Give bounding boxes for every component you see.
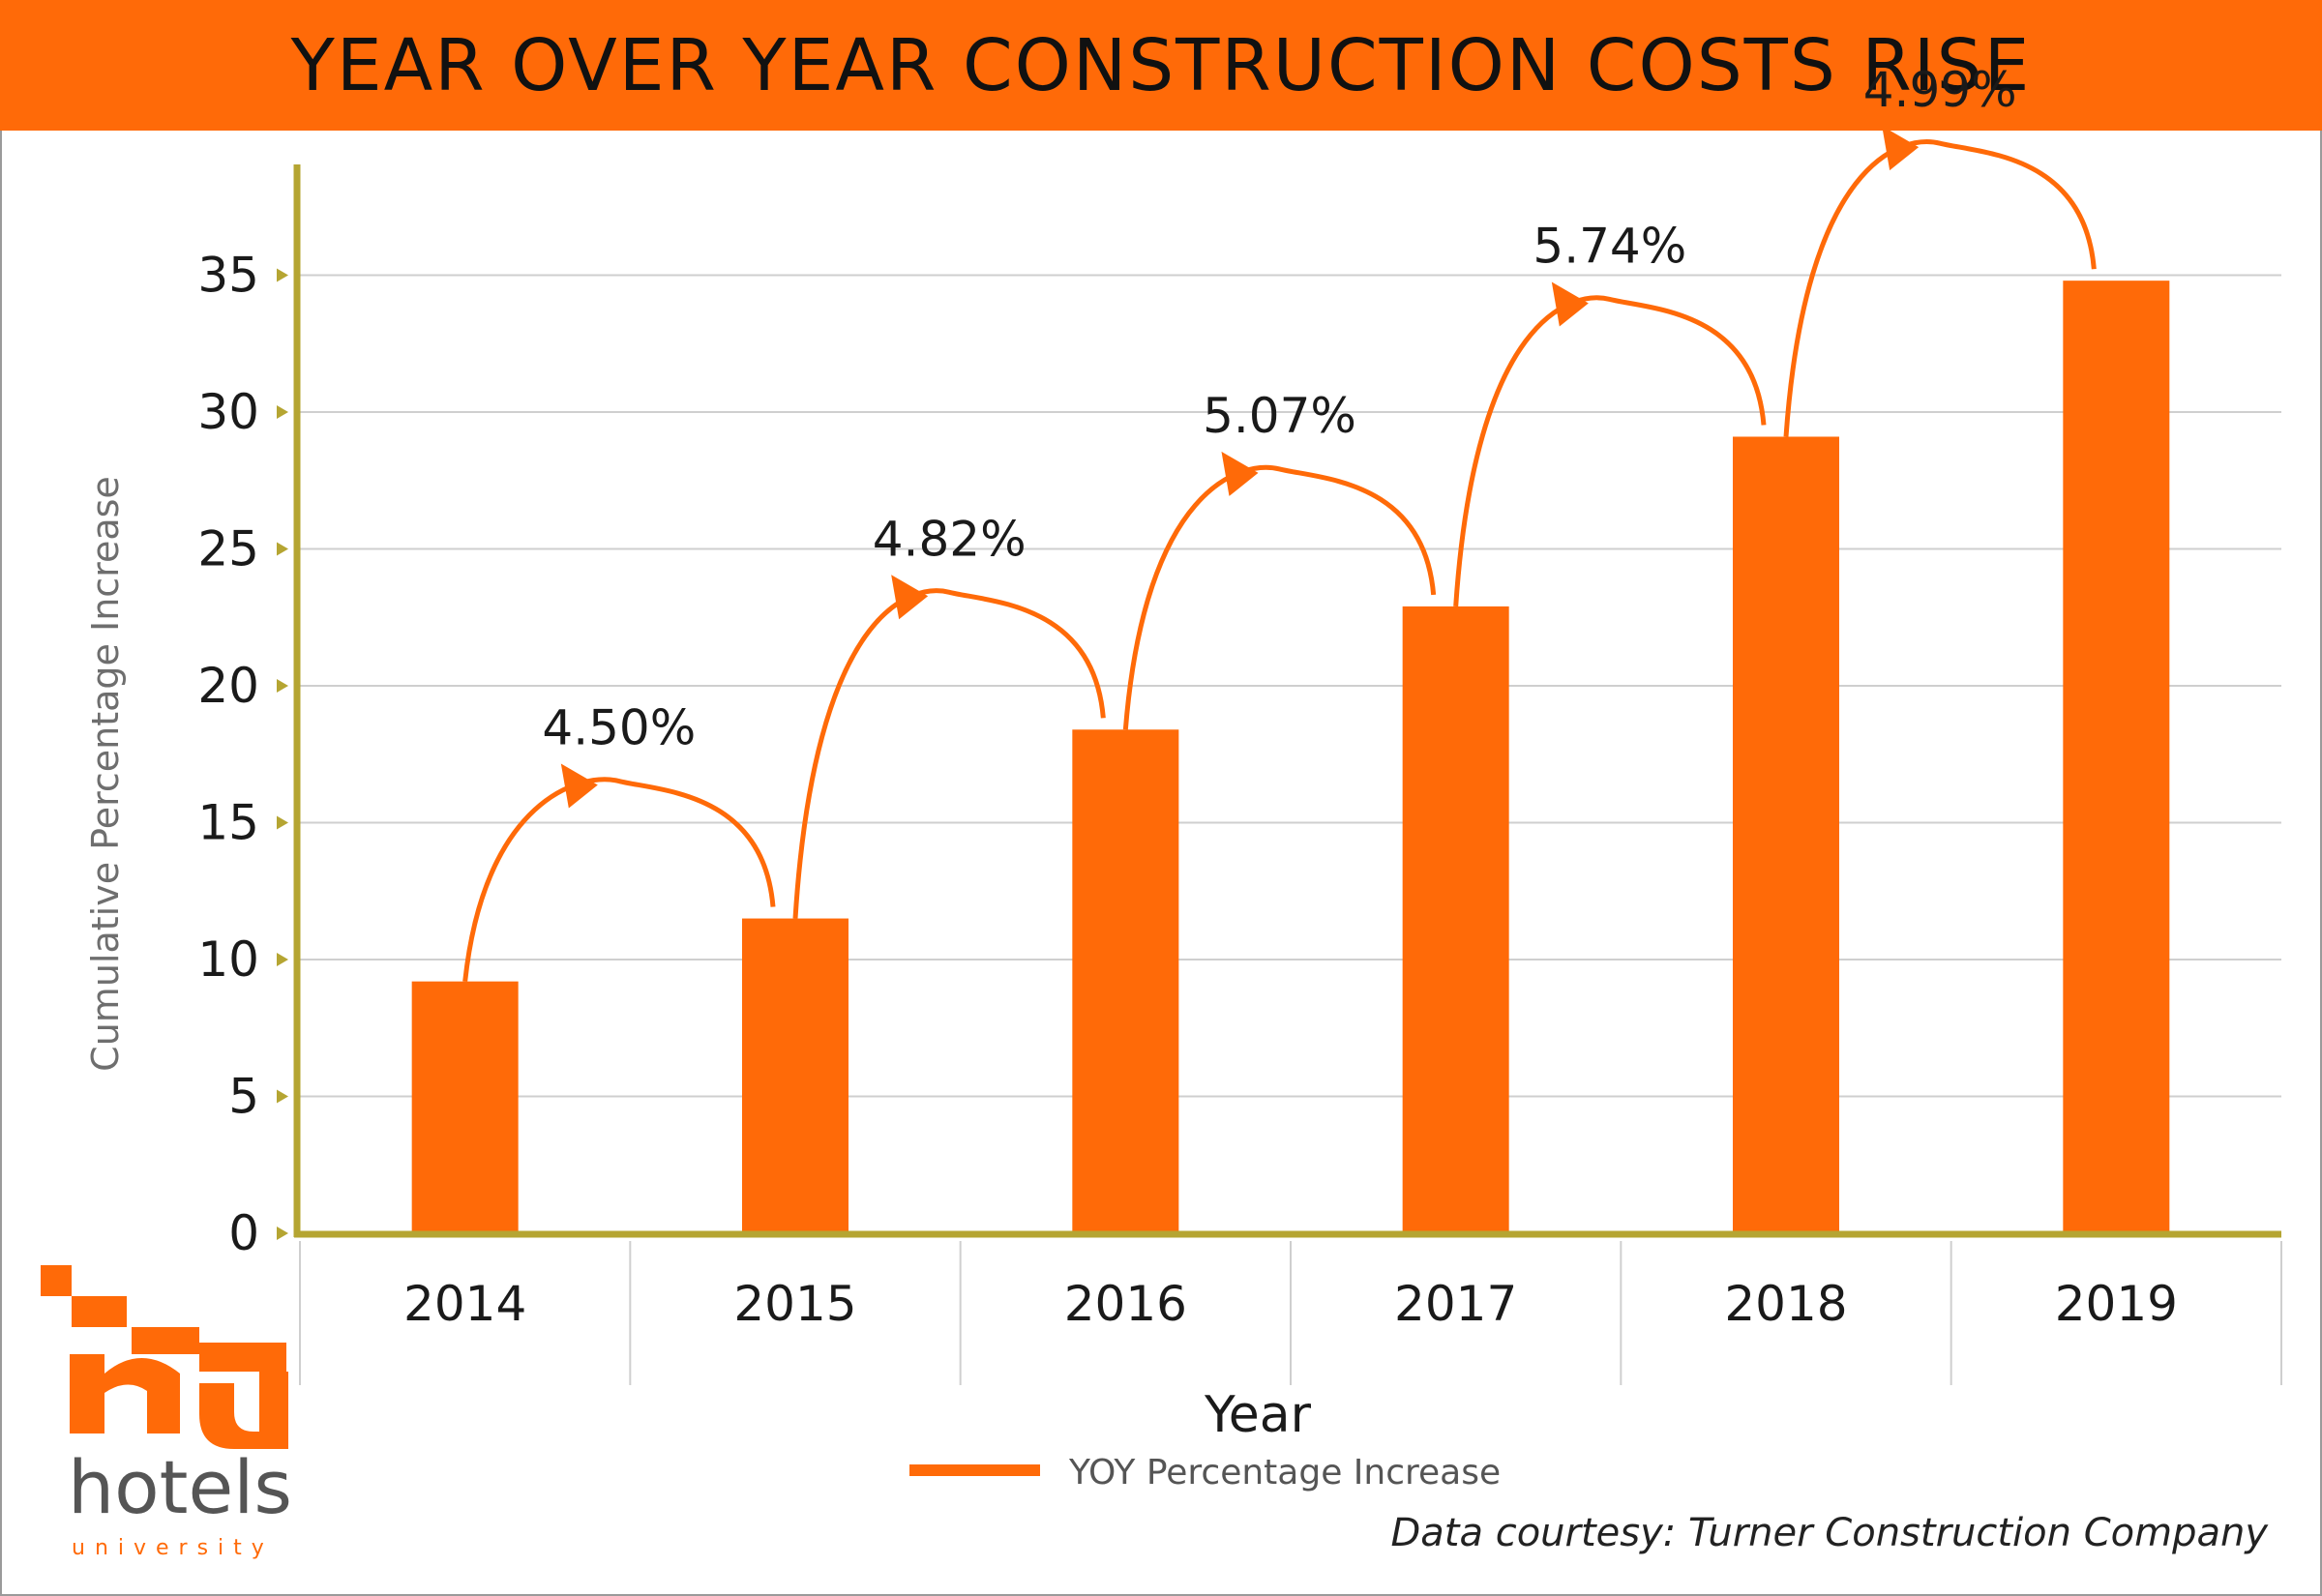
y-tick-label-20: 20 (197, 658, 259, 714)
data-source-credit: Data courtesy: Turner Construction Compa… (1390, 1511, 2268, 1555)
yoy-arrowhead-2017 (1551, 281, 1589, 327)
y-tick-label-5: 5 (228, 1069, 259, 1125)
y-tick-label-15: 15 (197, 795, 259, 851)
yoy-label-2015: 4.82% (873, 511, 1027, 567)
yoy-arrowhead-2015 (891, 575, 929, 620)
y-axis-label: Cumulative Percentage Increase (84, 476, 127, 1072)
yoy-arrowhead-2014 (560, 763, 598, 809)
bar-2014 (411, 981, 519, 1233)
bar-2015 (742, 918, 848, 1233)
y-tick-marker-30 (277, 405, 288, 419)
y-tick-marker-35 (277, 268, 288, 282)
x-tick-label-2019: 2019 (2055, 1276, 2178, 1332)
yoy-arrowhead-2018 (1882, 126, 1920, 171)
yoy-label-2018: 4.99% (1863, 62, 2017, 118)
y-tick-marker-0 (277, 1227, 288, 1240)
x-tick-label-2014: 2014 (403, 1276, 526, 1332)
yoy-label-2014: 4.50% (542, 700, 696, 756)
x-tick-label-2016: 2016 (1064, 1276, 1187, 1332)
x-axis-label: Year (1204, 1386, 1312, 1444)
chart-title: YEAR OVER YEAR CONSTRUCTION COSTS RISE (290, 23, 2032, 107)
y-tick-marker-10 (277, 953, 288, 966)
y-tick-label-10: 10 (197, 931, 259, 988)
yoy-arrow-2016 (1122, 464, 1437, 730)
y-tick-marker-25 (277, 542, 288, 556)
y-tick-marker-5 (277, 1089, 288, 1104)
x-tick-label-2017: 2017 (1394, 1276, 1517, 1332)
yoy-label-2016: 5.07% (1203, 388, 1356, 444)
hu-logo-mark (41, 1265, 288, 1449)
yoy-arrows: 4.50% 4.82% 5.07% 5.74% 4.99% (462, 62, 2097, 982)
axes: 0 5 10 15 20 25 30 35 2014 2015 2016 2017 2018 2019 (197, 164, 2281, 1332)
logo-wordmark: hotels (68, 1444, 292, 1530)
x-tick-label-2018: 2018 (1724, 1276, 1847, 1332)
yoy-arrow-2015 (792, 588, 1106, 919)
title-banner: YEAR OVER YEAR CONSTRUCTION COSTS RISE (0, 0, 2322, 131)
yoy-arrow-2017 (1453, 295, 1767, 607)
yoy-arrow-2018 (1783, 139, 2097, 437)
y-tick-marker-15 (277, 815, 288, 830)
hotels-university-logo (35, 1257, 306, 1567)
y-tick-label-0: 0 (228, 1205, 259, 1261)
yoy-label-2017: 5.74% (1533, 218, 1686, 274)
yoy-arrowhead-2016 (1221, 451, 1259, 496)
y-tick-label-35: 35 (197, 248, 259, 304)
yoy-arrow-2014 (462, 777, 776, 982)
y-tick-marker-20 (277, 679, 288, 693)
y-tick-label-30: 30 (197, 384, 259, 440)
bar-2016 (1072, 729, 1179, 1233)
y-tick-label-25: 25 (197, 521, 259, 577)
bar-2017 (1402, 606, 1509, 1233)
logo-subtitle: university (72, 1536, 274, 1560)
bar-2018 (1733, 436, 1839, 1234)
bar-2019 (2063, 281, 2170, 1233)
x-tick-label-2015: 2015 (733, 1276, 856, 1332)
bars (411, 281, 2170, 1234)
legend-label: YOY Percentage Increase (1068, 1453, 1501, 1493)
gridlines (299, 274, 2282, 1385)
